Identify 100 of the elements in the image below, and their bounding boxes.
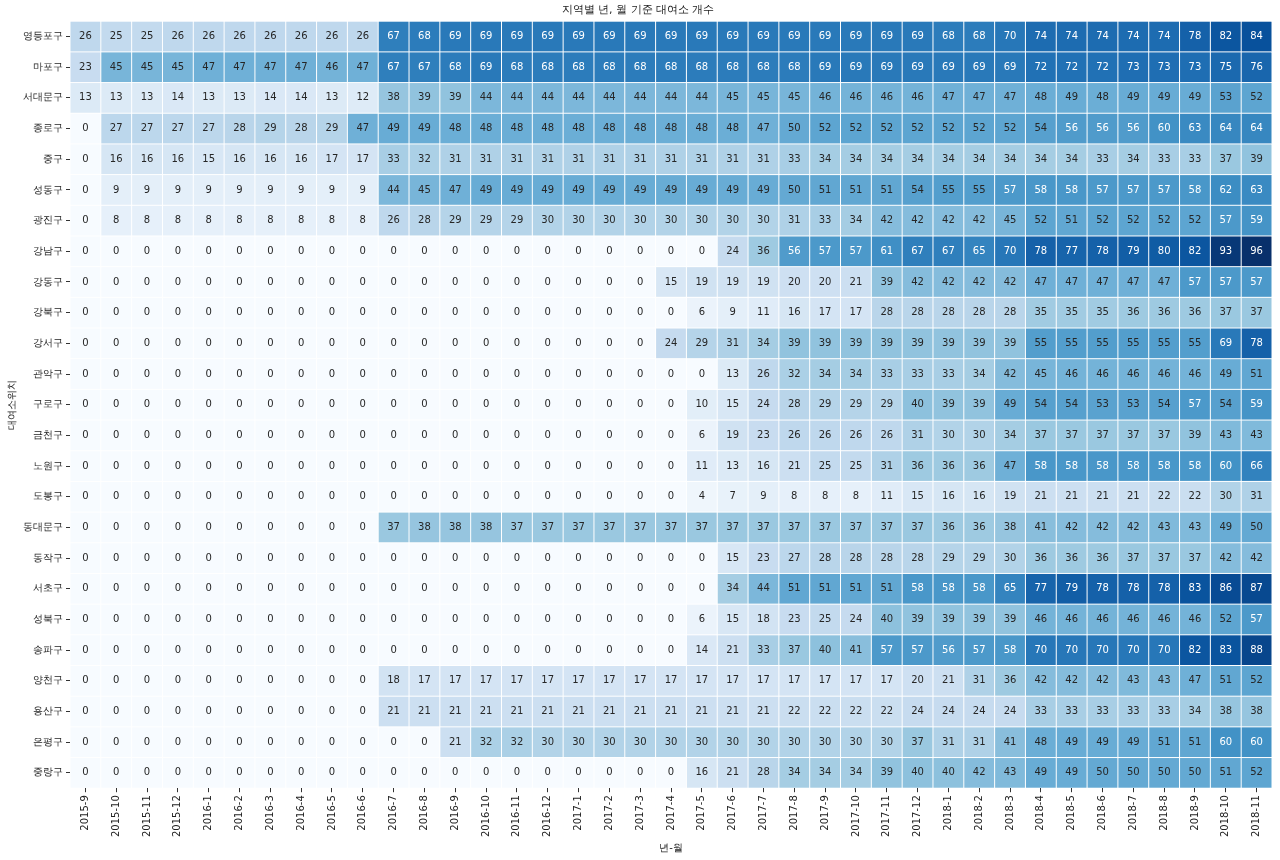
data-label: 0 xyxy=(482,367,490,379)
x-tick-label: 2016-2 xyxy=(233,795,245,831)
data-label: 0 xyxy=(267,521,274,533)
data-label: 45 xyxy=(1003,214,1017,226)
data-label: 0 xyxy=(174,275,182,287)
data-label: 0 xyxy=(452,275,459,287)
data-label: 54 xyxy=(1034,122,1048,134)
data-label: 43 xyxy=(1219,428,1233,440)
data-label: 0 xyxy=(267,735,274,747)
data-label: 0 xyxy=(544,398,551,410)
data-label: 64 xyxy=(1219,122,1233,134)
data-label: 16 xyxy=(140,152,154,164)
data-label: 34 xyxy=(1003,428,1017,440)
data-label: 0 xyxy=(359,459,366,471)
data-label: 0 xyxy=(113,244,120,256)
data-label: 0 xyxy=(297,613,305,625)
data-label: 49 xyxy=(387,122,400,134)
data-label: 17 xyxy=(664,674,678,686)
data-label: 0 xyxy=(575,398,582,410)
x-tick-label: 2017-4 xyxy=(664,795,676,831)
data-label: 76 xyxy=(1250,60,1263,72)
data-label: 58 xyxy=(1065,183,1079,195)
data-label: 30 xyxy=(1003,551,1017,563)
data-label: 21 xyxy=(1034,490,1048,502)
data-label: 48 xyxy=(541,122,555,134)
data-label: 0 xyxy=(143,398,151,410)
data-label: 67 xyxy=(942,244,955,256)
data-label: 8 xyxy=(205,214,212,226)
data-label: 14 xyxy=(171,91,185,103)
data-label: 26 xyxy=(263,30,277,42)
data-label: 24 xyxy=(942,705,955,717)
data-label: 17 xyxy=(787,674,801,686)
data-label: 26 xyxy=(818,428,832,440)
data-label: 0 xyxy=(82,214,89,226)
data-label: 78 xyxy=(1126,582,1140,594)
data-label: 47 xyxy=(757,122,770,134)
data-label: 0 xyxy=(205,490,212,502)
data-label: 42 xyxy=(1003,367,1017,379)
data-label: 26 xyxy=(171,30,185,42)
data-label: 30 xyxy=(1219,490,1233,502)
data-label: 25 xyxy=(140,30,154,42)
data-label: 0 xyxy=(297,521,305,533)
data-label: 0 xyxy=(359,398,366,410)
data-label: 0 xyxy=(113,643,120,655)
data-label: 0 xyxy=(606,643,613,655)
data-label: 28 xyxy=(1003,306,1017,318)
data-label: 0 xyxy=(297,398,305,410)
data-label: 19 xyxy=(726,275,740,287)
data-label: 0 xyxy=(174,551,182,563)
data-label: 0 xyxy=(421,551,428,563)
data-label: 57 xyxy=(1219,275,1233,287)
data-label: 49 xyxy=(664,183,678,195)
data-label: 50 xyxy=(1250,521,1263,533)
data-label: 57 xyxy=(1126,183,1140,195)
data-label: 55 xyxy=(1034,336,1048,348)
x-tick-label: 2016-5 xyxy=(325,795,337,831)
data-label: 16 xyxy=(942,490,955,502)
data-label: 74 xyxy=(1096,30,1109,42)
data-label: 47 xyxy=(202,60,216,72)
data-label: 69 xyxy=(664,30,678,42)
data-label: 29 xyxy=(818,398,832,410)
x-tick-label: 2018-8 xyxy=(1157,795,1169,831)
data-label: 31 xyxy=(942,735,955,747)
data-label: 27 xyxy=(202,122,216,134)
data-label: 0 xyxy=(575,275,582,287)
data-label: 0 xyxy=(452,336,459,348)
data-label: 0 xyxy=(452,367,459,379)
data-label: 0 xyxy=(606,582,613,594)
data-label: 57 xyxy=(1250,275,1263,287)
data-label: 0 xyxy=(636,428,644,440)
data-label: 69 xyxy=(818,60,832,72)
data-label: 72 xyxy=(1034,60,1048,72)
data-label: 26 xyxy=(356,30,370,42)
data-label: 46 xyxy=(1065,367,1079,379)
data-label: 0 xyxy=(328,428,336,440)
data-label: 0 xyxy=(482,459,490,471)
data-label: 0 xyxy=(421,306,428,318)
data-label: 51 xyxy=(1250,367,1263,379)
data-label: 46 xyxy=(880,91,894,103)
data-label: 39 xyxy=(448,91,462,103)
data-label: 0 xyxy=(390,367,397,379)
data-label: 17 xyxy=(757,674,770,686)
data-label: 0 xyxy=(267,705,274,717)
data-label: 0 xyxy=(174,490,182,502)
data-label: 0 xyxy=(113,766,120,778)
data-label: 0 xyxy=(174,336,182,348)
data-label: 39 xyxy=(787,336,801,348)
data-label: 0 xyxy=(267,275,274,287)
data-label: 0 xyxy=(82,551,89,563)
data-label: 54 xyxy=(911,183,924,195)
data-label: 17 xyxy=(849,674,863,686)
data-label: 58 xyxy=(1096,459,1109,471)
data-label: 37 xyxy=(695,521,709,533)
data-label: 32 xyxy=(418,152,431,164)
data-label: 16 xyxy=(757,459,770,471)
data-label: 54 xyxy=(1157,398,1171,410)
data-label: 65 xyxy=(972,244,986,256)
data-label: 47 xyxy=(1065,275,1079,287)
data-label: 36 xyxy=(942,521,955,533)
data-label: 0 xyxy=(667,398,675,410)
